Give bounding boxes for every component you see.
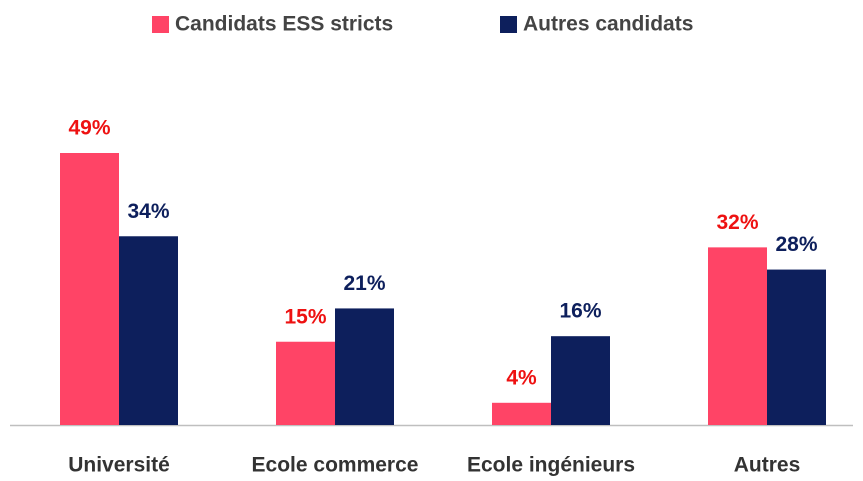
bar <box>492 402 551 425</box>
bar <box>276 341 335 425</box>
x-tick-label: Autres <box>734 454 801 477</box>
x-tick-label: Ecole ingénieurs <box>467 454 635 477</box>
bar <box>551 336 610 425</box>
legend-swatch <box>500 16 517 33</box>
bar <box>335 308 394 425</box>
bar <box>119 236 178 425</box>
bar <box>767 269 826 425</box>
value-label: 49% <box>68 117 110 140</box>
value-label: 21% <box>343 272 385 295</box>
legend-label: Candidats ESS stricts <box>175 13 393 36</box>
value-label: 34% <box>127 200 169 223</box>
value-label: 15% <box>284 305 326 328</box>
x-tick-label: Université <box>68 454 170 477</box>
bar <box>60 153 119 425</box>
legend-swatch <box>152 16 169 33</box>
x-tick-label: Ecole commerce <box>252 454 419 477</box>
legend-label: Autres candidats <box>523 13 693 36</box>
value-label: 28% <box>775 233 817 256</box>
bar <box>708 247 767 425</box>
value-label: 32% <box>716 211 758 234</box>
value-label: 4% <box>506 366 537 389</box>
value-label: 16% <box>559 300 601 323</box>
